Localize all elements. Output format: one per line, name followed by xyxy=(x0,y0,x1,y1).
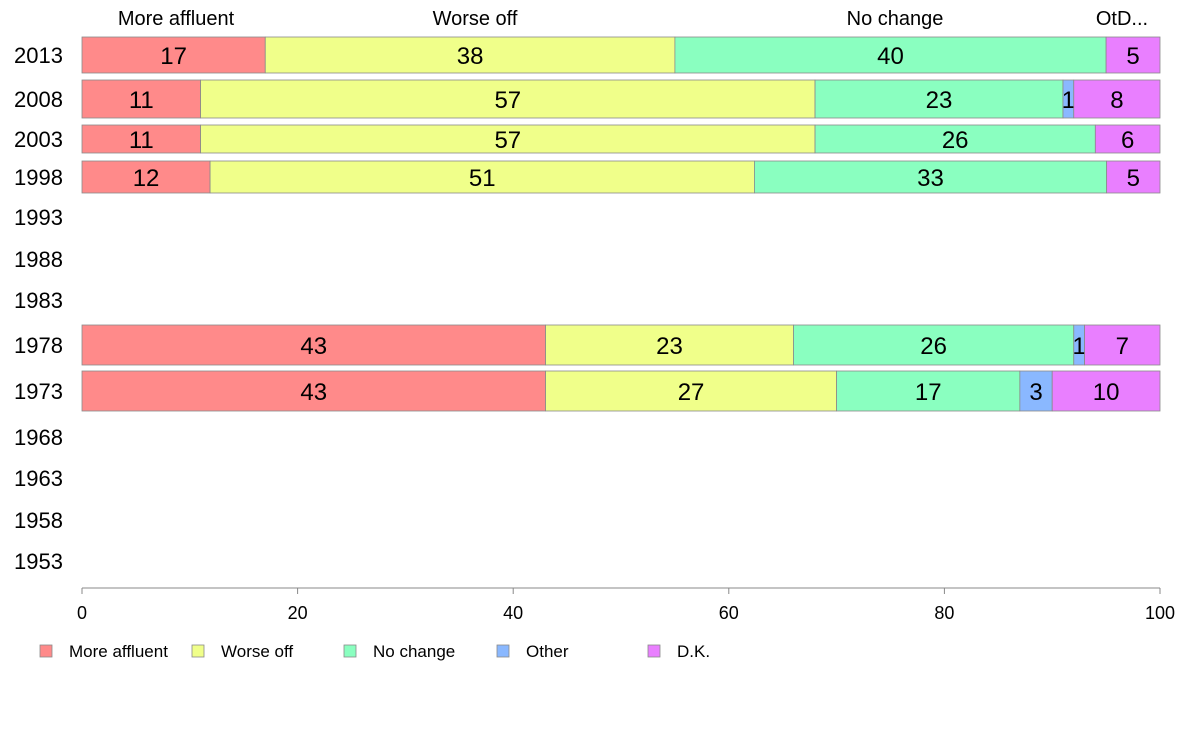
legend-swatch xyxy=(496,644,510,658)
bar-value-label: 17 xyxy=(160,43,187,70)
bar-segment xyxy=(81,36,266,74)
bar-segment xyxy=(1105,36,1161,74)
bar-value-label: 57 xyxy=(494,87,521,114)
bar-segment xyxy=(81,160,211,194)
legend-label: More affluent xyxy=(69,642,168,661)
year-label-1983: 1983 xyxy=(14,288,63,313)
bar-value-label: 3 xyxy=(1029,379,1042,406)
legend-label: D.K. xyxy=(677,642,710,661)
bar-segment xyxy=(1084,324,1161,366)
legend-swatch xyxy=(39,644,53,658)
legend-label: No change xyxy=(373,642,455,661)
year-label-1953: 1953 xyxy=(14,549,63,574)
year-label-2003: 2003 xyxy=(14,127,63,152)
bar-value-label: 7 xyxy=(1116,333,1129,360)
bar-value-label: 26 xyxy=(920,333,947,360)
bar-value-label: 57 xyxy=(494,127,521,154)
header-label-2: No change xyxy=(847,8,944,30)
bar-value-label: 40 xyxy=(877,43,904,70)
bar-value-label: 26 xyxy=(942,127,969,154)
legend-label: Other xyxy=(526,642,569,661)
bar-segment xyxy=(81,124,201,154)
bar-segment xyxy=(209,160,755,194)
bar-segment xyxy=(545,324,794,366)
x-tick-label: 80 xyxy=(934,603,954,623)
year-label-1993: 1993 xyxy=(14,205,63,230)
bar-value-label: 11 xyxy=(129,127,154,154)
bar-segment xyxy=(793,324,1075,366)
legend-swatch xyxy=(647,644,661,658)
year-label-1988: 1988 xyxy=(14,247,63,272)
x-tick-label: 40 xyxy=(503,603,523,623)
legend-swatch xyxy=(343,644,357,658)
bar-segment xyxy=(814,124,1096,154)
bar-segment xyxy=(200,124,816,154)
bar-value-label: 5 xyxy=(1127,165,1140,192)
bar-segment xyxy=(1051,370,1161,412)
x-tick-label: 20 xyxy=(288,603,308,623)
bar-segment xyxy=(1019,370,1053,412)
bar-value-label: 43 xyxy=(300,379,327,406)
year-label-1958: 1958 xyxy=(14,508,63,533)
x-tick-label: 0 xyxy=(77,603,87,623)
bar-segment xyxy=(1094,124,1161,154)
x-tick-label: 60 xyxy=(719,603,739,623)
legend-label: Worse off xyxy=(221,642,293,661)
bar-segment xyxy=(754,160,1108,194)
bar-value-label: 51 xyxy=(469,165,496,192)
year-label-1963: 1963 xyxy=(14,466,63,491)
header-label-3: OtD... xyxy=(1096,8,1148,30)
bar-value-label: 23 xyxy=(656,333,683,360)
bar-segment xyxy=(545,370,837,412)
bar-value-label: 11 xyxy=(129,87,154,114)
bar-value-label: 33 xyxy=(917,165,944,192)
bar-value-label: 17 xyxy=(915,379,942,406)
bar-segment xyxy=(81,370,546,412)
year-label-1998: 1998 xyxy=(14,165,63,190)
bar-segment xyxy=(200,79,816,119)
bar-segment xyxy=(674,36,1107,74)
bar-value-label: 1 xyxy=(1062,87,1075,114)
bar-segment xyxy=(81,79,201,119)
year-label-2008: 2008 xyxy=(14,87,63,112)
bar-value-label: 8 xyxy=(1110,87,1123,114)
bar-value-label: 10 xyxy=(1093,379,1120,406)
bar-value-label: 38 xyxy=(457,43,484,70)
x-tick-label: 100 xyxy=(1145,603,1175,623)
bar-segment xyxy=(1106,160,1161,194)
year-label-1973: 1973 xyxy=(14,379,63,404)
bar-value-label: 43 xyxy=(300,333,327,360)
bar-segment xyxy=(836,370,1021,412)
header-label-1: Worse off xyxy=(433,8,518,30)
header-label-0: More affluent xyxy=(118,8,235,30)
bar-value-label: 27 xyxy=(678,379,705,406)
bar-segment xyxy=(814,79,1064,119)
year-label-1978: 1978 xyxy=(14,333,63,358)
bar-value-label: 1 xyxy=(1072,333,1085,360)
bar-value-label: 23 xyxy=(926,87,953,114)
bar-value-label: 6 xyxy=(1121,127,1134,154)
legend-swatch xyxy=(191,644,205,658)
year-label-1968: 1968 xyxy=(14,425,63,450)
bar-segment xyxy=(1073,79,1161,119)
bar-segment xyxy=(264,36,676,74)
year-label-2013: 2013 xyxy=(14,43,63,68)
bar-value-label: 12 xyxy=(133,165,160,192)
bar-value-label: 5 xyxy=(1126,43,1139,70)
